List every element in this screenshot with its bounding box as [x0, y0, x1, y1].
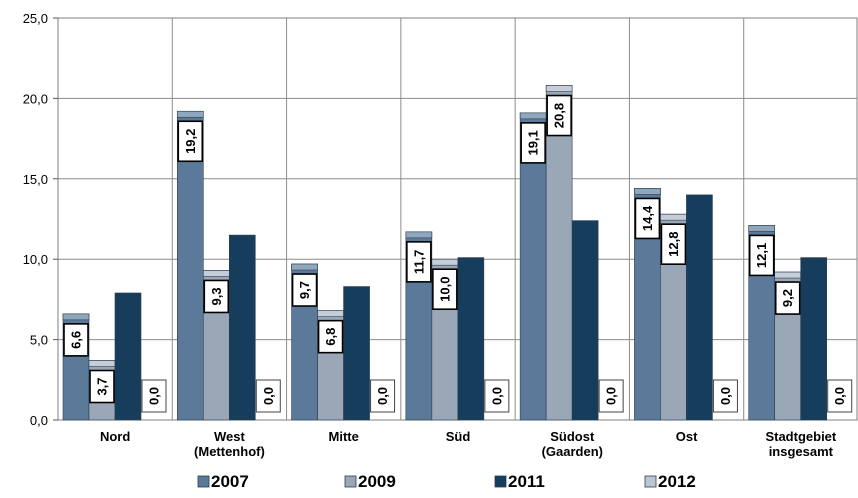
value-label-box [484, 379, 510, 413]
value-label: 0,0 [604, 387, 619, 405]
legend-swatch-2012 [644, 475, 657, 488]
bar-2007-4 [519, 112, 547, 421]
bar-cap-2009-4 [545, 85, 573, 92]
category-label: West [214, 429, 245, 444]
value-label: 0,0 [147, 387, 162, 405]
bar-2011-0 [114, 292, 142, 421]
value-label: 0,0 [489, 387, 504, 405]
bar-2011-3 [457, 257, 485, 421]
bar-cap-2009-1 [202, 270, 230, 277]
value-label: 0,0 [832, 387, 847, 405]
value-label: 6,8 [323, 328, 338, 346]
legend-swatch-2009 [344, 475, 357, 488]
category-label: insgesamt [769, 444, 834, 459]
bar-2011-6 [800, 257, 828, 421]
bar-cap-2009-0 [88, 360, 116, 367]
value-label-box [141, 379, 167, 413]
bar-2011-1 [228, 234, 256, 421]
value-label-box [598, 379, 624, 413]
value-label: 20,8 [552, 103, 567, 128]
value-label-box [177, 120, 204, 163]
bar-cap-2009-5 [660, 213, 687, 221]
bar-cap-2009-2 [317, 310, 344, 317]
y-tick-label: 20,0 [23, 91, 48, 106]
y-tick-label: 25,0 [23, 11, 48, 26]
bar-2011-4 [571, 220, 599, 421]
category-label: Nord [100, 429, 130, 444]
y-tick-label: 5,0 [30, 333, 48, 348]
y-tick-label: 10,0 [23, 252, 48, 267]
bar-cap-2009-6 [774, 271, 802, 279]
axes: 0,0 5,0 10,0 15,0 20,0 25,0 Nord West(Mettenhof… [23, 11, 837, 459]
category-label: (Gaarden) [542, 444, 603, 459]
value-label-box [546, 94, 572, 137]
legend-label-2009: 2009 [358, 472, 396, 491]
value-label: 11,7 [411, 250, 426, 275]
value-label: 0,0 [718, 387, 733, 405]
bar-2011-5 [686, 194, 713, 421]
value-label: 0,0 [375, 387, 390, 405]
value-label-box [89, 369, 115, 404]
y-tick-label: 0,0 [30, 413, 48, 428]
bar-2011-2 [343, 286, 370, 421]
value-label-box [432, 268, 458, 311]
bar-cap-2007-1 [176, 110, 204, 118]
y-tick-label: 15,0 [23, 172, 48, 187]
legend: 2007 2009 2011 2012 [197, 472, 696, 491]
bar-cap-2007-5 [634, 188, 661, 195]
bar-cap-2007-3 [405, 231, 433, 239]
value-label: 3,7 [95, 377, 110, 395]
bar-cap-2009-3 [431, 258, 459, 266]
bar-cap-2007-0 [62, 313, 90, 321]
value-label: 9,7 [297, 281, 312, 299]
value-label-box [520, 122, 546, 164]
value-label-box [255, 379, 281, 413]
data-labels: 6,6 3,7 0,0 19,2 9,3 0,0 9,7 6,8 0,0 11,7 10,0 0,0 1… [63, 94, 853, 413]
value-label: 9,3 [209, 287, 224, 305]
category-label: Stadtgebiet [765, 429, 836, 444]
bar-2009-4 [545, 85, 573, 421]
category-label: Süd [446, 429, 471, 444]
legend-swatch-2011 [494, 475, 507, 488]
value-label-box [774, 281, 801, 315]
value-label-box [712, 379, 738, 413]
value-label-box [748, 234, 775, 277]
value-label-box [63, 323, 89, 357]
value-label-box [660, 223, 687, 265]
value-label: 6,6 [69, 331, 84, 349]
category-label: Mitte [329, 429, 359, 444]
value-label: 19,2 [183, 129, 198, 154]
value-label-box [317, 319, 344, 354]
bar-cap-2007-2 [291, 263, 318, 271]
value-label-box [406, 241, 432, 283]
category-label: Ost [676, 429, 698, 444]
legend-label-2007: 2007 [211, 472, 249, 491]
value-label: 10,0 [437, 277, 452, 302]
bar-cap-2007-4 [519, 112, 547, 120]
category-label: (Mettenhof) [194, 444, 265, 459]
legend-swatch-2007 [197, 475, 210, 488]
legend-label-2012: 2012 [658, 472, 696, 491]
value-label: 12,8 [666, 232, 681, 257]
value-label-box [827, 379, 853, 413]
value-label-box [634, 197, 661, 240]
category-label: Südost [550, 429, 595, 444]
value-label: 19,1 [526, 130, 541, 155]
legend-label-2011: 2011 [508, 472, 545, 491]
value-label: 12,1 [754, 243, 769, 268]
bar-cap-2007-6 [748, 225, 776, 232]
value-label-box [203, 279, 230, 314]
value-label: 14,4 [640, 205, 655, 231]
value-label: 0,0 [261, 387, 276, 405]
bar-2007-1 [176, 110, 204, 421]
value-label: 9,2 [780, 289, 795, 307]
value-label-box [291, 273, 318, 307]
value-label-box [370, 379, 396, 413]
